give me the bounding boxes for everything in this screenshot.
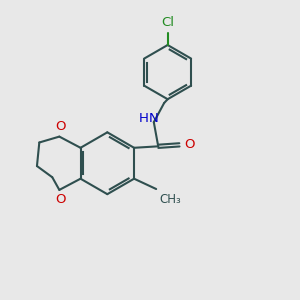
Text: CH₃: CH₃ [159,194,181,206]
Text: O: O [184,138,194,151]
Text: H: H [139,112,148,125]
Text: Cl: Cl [161,16,174,29]
Text: O: O [55,194,66,206]
Text: O: O [55,120,66,133]
Text: N: N [149,112,159,125]
